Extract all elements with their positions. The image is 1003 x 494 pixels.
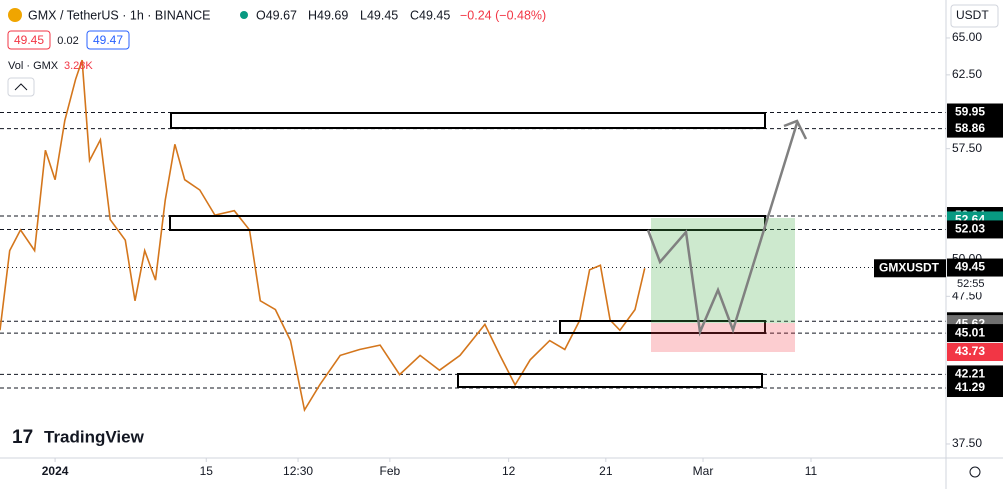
zone-box bbox=[170, 112, 766, 129]
price-axis: 65.0062.5057.5050.0047.5037.5020241512:3… bbox=[42, 30, 1003, 478]
price-label: 43.73 bbox=[955, 344, 985, 358]
y-tick-label: 62.50 bbox=[952, 67, 982, 81]
price-label: 42.21 bbox=[955, 367, 985, 381]
x-tick-label: 2024 bbox=[42, 464, 69, 478]
currency-button[interactable] bbox=[950, 4, 999, 28]
ask: 49.47 bbox=[93, 33, 123, 47]
price-label-box bbox=[947, 119, 1003, 138]
price-label: 58.86 bbox=[955, 121, 985, 135]
x-tick-label: 12:30 bbox=[283, 464, 313, 478]
ticker-tag: GMXUSDT bbox=[879, 260, 940, 274]
x-tick-label: Mar bbox=[693, 464, 714, 478]
price-label-box bbox=[947, 258, 1003, 277]
x-tick-label: Feb bbox=[380, 464, 401, 478]
price-label-box bbox=[947, 103, 1003, 122]
zone-box bbox=[559, 320, 766, 334]
collapse-button[interactable] bbox=[7, 77, 35, 97]
symbol-title: GMX / TetherUS · 1h · BINANCE bbox=[28, 8, 210, 22]
price-label-box bbox=[947, 365, 1003, 384]
ohlc-open: O49.67 bbox=[256, 8, 297, 22]
volume-label: Vol · GMX bbox=[8, 60, 59, 72]
y-tick-label: 37.50 bbox=[952, 436, 982, 450]
price-label: 45.01 bbox=[955, 325, 985, 339]
price-label-box bbox=[947, 342, 1003, 361]
price-label-box bbox=[947, 220, 1003, 239]
status-dot bbox=[240, 11, 248, 19]
spread: 0.02 bbox=[57, 35, 78, 47]
arrow-head bbox=[783, 119, 808, 140]
volume-value: 3.28K bbox=[64, 60, 93, 72]
bid-box[interactable] bbox=[7, 30, 51, 50]
ask-box[interactable] bbox=[86, 30, 130, 50]
price-label-box bbox=[947, 379, 1003, 398]
symbol-icon bbox=[8, 8, 22, 22]
y-tick-label: 57.50 bbox=[952, 141, 982, 155]
zone-box bbox=[457, 373, 763, 388]
ohlc-low: L49.45 bbox=[360, 8, 398, 22]
price-label: 49.45 bbox=[955, 260, 985, 274]
countdown: 52:55 bbox=[957, 278, 985, 290]
price-label: 52.03 bbox=[955, 222, 985, 236]
settings-icon[interactable] bbox=[969, 466, 981, 478]
price-label: 41.29 bbox=[955, 380, 985, 394]
ticker-tag-box bbox=[874, 259, 946, 278]
currency: USDT bbox=[956, 8, 989, 22]
price-label: 59.95 bbox=[955, 105, 985, 119]
stop-zone bbox=[651, 323, 795, 352]
target-zone bbox=[651, 218, 795, 323]
price-label-box bbox=[947, 324, 1003, 343]
ohlc-change: −0.24 (−0.48%) bbox=[460, 8, 546, 22]
brand-mark: 17 bbox=[12, 427, 33, 448]
ohlc-high: H49.69 bbox=[308, 8, 348, 22]
countdown-box bbox=[947, 277, 1003, 293]
x-tick-label: 12 bbox=[502, 464, 516, 478]
x-tick-label: 21 bbox=[599, 464, 613, 478]
y-tick-label: 65.00 bbox=[952, 30, 982, 44]
bid: 49.45 bbox=[14, 33, 44, 47]
ohlc-close: C49.45 bbox=[410, 8, 450, 22]
x-tick-label: 15 bbox=[200, 464, 214, 478]
x-tick-label: 11 bbox=[805, 464, 818, 478]
collapse-icon bbox=[14, 83, 28, 91]
price-line bbox=[0, 59, 646, 413]
projection-arrow bbox=[646, 122, 799, 337]
brand: TradingView bbox=[44, 427, 145, 446]
